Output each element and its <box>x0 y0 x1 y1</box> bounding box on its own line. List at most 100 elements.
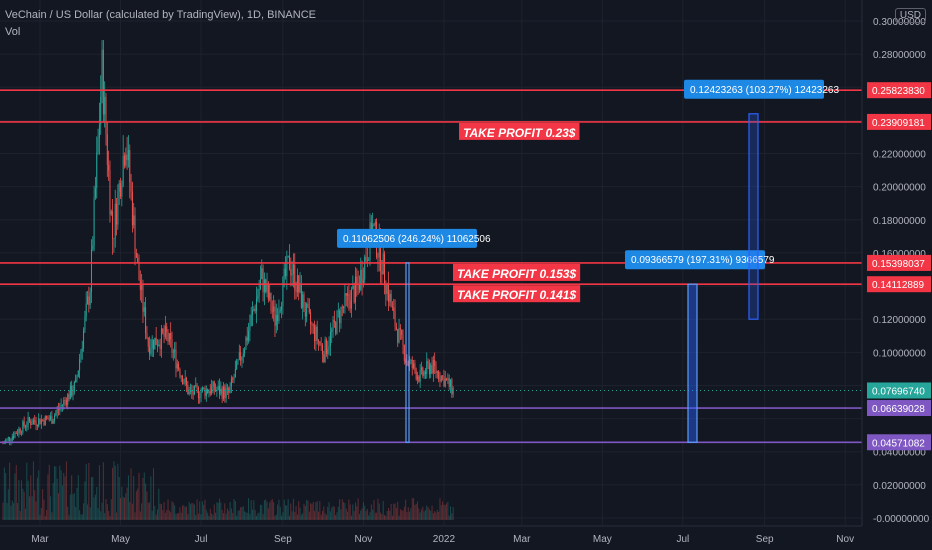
candle-body <box>351 289 353 309</box>
candle-body <box>19 428 21 433</box>
volume-bar <box>21 480 23 520</box>
candle-body <box>435 366 437 374</box>
measure-range <box>687 283 698 443</box>
volume-bar <box>390 503 392 520</box>
volume-bar <box>304 505 306 520</box>
candle-body <box>186 378 188 385</box>
volume-bar <box>426 505 428 520</box>
volume-bar <box>300 514 302 520</box>
candle-body <box>377 256 379 258</box>
volume-bar <box>266 501 268 520</box>
candle-body <box>265 279 267 293</box>
candle-body <box>302 294 304 308</box>
candle-body <box>381 271 383 275</box>
candle-body <box>205 389 207 397</box>
volume-bar <box>207 512 209 520</box>
candle-body <box>162 328 164 334</box>
candle-body <box>406 361 408 363</box>
candle-body <box>164 326 166 337</box>
candle-body <box>154 337 156 350</box>
volume-bar <box>353 511 355 520</box>
candle-body <box>188 391 190 395</box>
candle-body <box>332 319 334 330</box>
x-tick-label: May <box>111 534 130 545</box>
volume-bar <box>314 511 316 520</box>
measure-label: 0.12423263 (103.27%) 12423263 <box>690 85 839 96</box>
volume-bar <box>344 503 346 520</box>
volume-bar <box>423 511 425 520</box>
candle-body <box>118 182 120 192</box>
y-tick-label: 0.02000000 <box>873 481 926 492</box>
measure-label-box <box>684 79 824 99</box>
volume-bar <box>258 512 260 520</box>
volume-bar <box>80 514 82 520</box>
candle-body <box>112 211 114 239</box>
candle-body <box>237 359 239 361</box>
candle-body <box>319 341 321 345</box>
volume-bar <box>364 505 366 520</box>
volume-bar <box>358 514 360 520</box>
volume-bar <box>380 512 382 520</box>
currency-label[interactable]: USD <box>894 8 926 23</box>
candle-body <box>407 362 409 366</box>
volume-bar <box>242 506 244 520</box>
volume-bar <box>265 499 267 520</box>
measure-label-box <box>337 228 477 248</box>
volume-bar <box>311 504 313 520</box>
volume-bar <box>164 512 166 520</box>
volume-bar <box>28 496 30 520</box>
volume-bar <box>220 502 222 520</box>
candle-body <box>69 385 71 400</box>
candle-body <box>353 285 355 303</box>
volume-bar <box>409 511 411 520</box>
candle-body <box>415 370 417 380</box>
volume-bar <box>146 491 148 520</box>
candle-body <box>341 306 343 308</box>
volume-bar <box>68 514 70 520</box>
volume-bar <box>386 511 388 520</box>
candle-body <box>39 418 41 425</box>
candle-body <box>204 388 206 397</box>
volume-bar <box>44 515 46 520</box>
volume-bar <box>332 505 334 520</box>
volume-bar <box>39 514 41 520</box>
volume-bar <box>183 505 185 520</box>
candle-body <box>217 385 219 390</box>
candle-body <box>17 433 19 435</box>
volume-bar <box>59 465 61 520</box>
volume-bar <box>26 462 28 520</box>
candle-body <box>266 284 268 293</box>
candle-body <box>141 285 143 291</box>
candle-body <box>11 436 13 441</box>
candle-body <box>386 284 388 294</box>
volume-bar <box>43 499 45 520</box>
x-tick-label: Nov <box>836 534 854 545</box>
candle-body <box>389 293 391 302</box>
volume-bar <box>102 462 104 520</box>
volume-bar <box>154 505 156 520</box>
volume-bar <box>85 463 87 520</box>
volume-bar <box>419 512 421 520</box>
volume-bar <box>195 514 197 520</box>
volume-bar <box>191 503 193 520</box>
candle-body <box>175 349 177 369</box>
volume-bar <box>184 506 186 520</box>
candle-body <box>403 345 405 361</box>
volume-bar <box>101 502 103 520</box>
volume-bar <box>290 503 292 520</box>
volume-bar <box>6 503 8 520</box>
candle-body <box>361 269 363 284</box>
candle-body <box>308 307 310 313</box>
candle-body <box>394 311 396 327</box>
volume-bar <box>430 510 432 520</box>
volume-bar <box>200 514 202 520</box>
candle-body <box>126 154 128 160</box>
candle-body <box>384 253 386 284</box>
candle-body <box>270 292 272 311</box>
candle-body <box>444 378 446 387</box>
volume-bar <box>279 506 281 520</box>
candle-body <box>414 363 416 371</box>
candle-body <box>422 367 424 376</box>
candle-body <box>241 356 243 361</box>
